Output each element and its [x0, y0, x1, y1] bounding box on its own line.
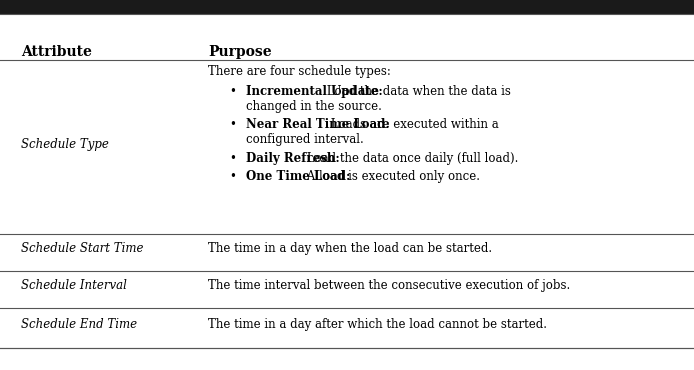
Text: configured interval.: configured interval.: [246, 133, 364, 146]
Text: Load the data once daily (full load).: Load the data once daily (full load).: [303, 152, 518, 165]
Text: Purpose: Purpose: [208, 45, 272, 59]
Text: Schedule Start Time: Schedule Start Time: [21, 242, 144, 255]
FancyBboxPatch shape: [0, 0, 694, 14]
Text: changed in the source.: changed in the source.: [246, 100, 382, 112]
Text: The time in a day when the load can be started.: The time in a day when the load can be s…: [208, 242, 492, 255]
Text: Schedule Type: Schedule Type: [21, 138, 109, 151]
Text: Loads are executed within a: Loads are executed within a: [327, 118, 498, 131]
Text: There are four schedule types:: There are four schedule types:: [208, 65, 391, 78]
Text: •: •: [229, 152, 236, 165]
Text: •: •: [229, 85, 236, 98]
Text: Incremental Update:: Incremental Update:: [246, 85, 383, 98]
Text: •: •: [229, 170, 236, 183]
Text: Schedule Interval: Schedule Interval: [21, 279, 127, 292]
Text: Attribute: Attribute: [21, 45, 92, 59]
Text: Schedule End Time: Schedule End Time: [21, 317, 137, 331]
Text: Near Real Time Load:: Near Real Time Load:: [246, 118, 390, 131]
Text: Load the data when the data is: Load the data when the data is: [323, 85, 511, 98]
Text: Daily Refresh:: Daily Refresh:: [246, 152, 340, 165]
Text: The time interval between the consecutive execution of jobs.: The time interval between the consecutiv…: [208, 279, 570, 292]
Text: •: •: [229, 118, 236, 131]
Text: A load is executed only once.: A load is executed only once.: [303, 170, 480, 183]
Text: One Time Load:: One Time Load:: [246, 170, 350, 183]
Text: The time in a day after which the load cannot be started.: The time in a day after which the load c…: [208, 317, 547, 331]
